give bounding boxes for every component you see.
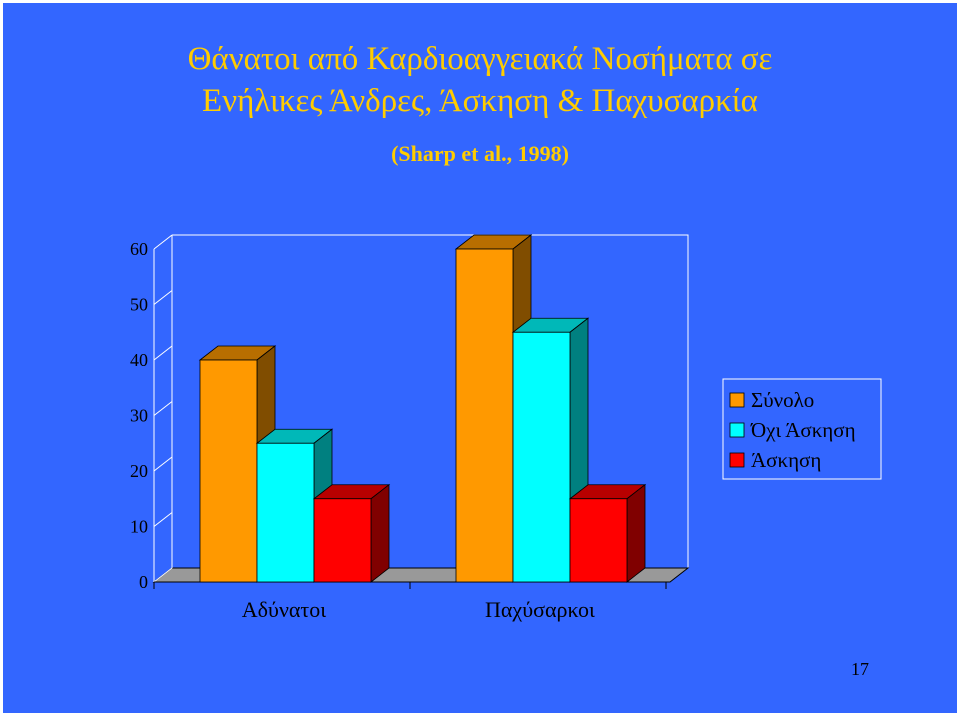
- y-tick-mark: [153, 456, 173, 472]
- slide-title-line2: Ενήλικες Άνδρες, Άσκηση & Παχυσαρκία: [202, 83, 758, 119]
- y-tick-mark: [153, 512, 173, 527]
- slide-title-line1: Θάνατοι από Καρδιοαγγειακά Νοσήματα σε: [187, 41, 773, 77]
- y-tick-mark: [153, 567, 173, 583]
- bar-side: [370, 483, 390, 583]
- y-tick-label: 50: [130, 295, 148, 315]
- legend-box: [722, 378, 882, 480]
- legend-label: Σύνολο: [751, 388, 814, 412]
- bar-front: [199, 359, 258, 583]
- legend-swatch: [729, 392, 745, 408]
- bar-2-3: [568, 483, 647, 583]
- bar-front: [256, 442, 315, 583]
- x-tick-label: Παχύσαρκοι: [485, 597, 595, 622]
- y-tick-label: 0: [139, 572, 148, 592]
- bar-side: [626, 483, 646, 583]
- legend-label: Όχι Άσκηση: [750, 418, 856, 442]
- y-tick-label: 40: [130, 350, 148, 370]
- x-tick-label: Αδύνατοι: [242, 597, 326, 622]
- legend-swatch: [729, 452, 745, 468]
- citation: (Sharp et al., 1998): [391, 141, 569, 166]
- y-tick-mark: [153, 401, 173, 416]
- slide: Θάνατοι από Καρδιοαγγειακά Νοσήματα σε Ε…: [3, 3, 957, 713]
- y-tick-label: 30: [130, 406, 148, 426]
- y-tick-label: 10: [130, 517, 148, 537]
- legend-label: Άσκηση: [751, 448, 821, 472]
- page-number: 17: [851, 659, 869, 679]
- bar-front: [313, 498, 372, 583]
- y-tick-mark: [153, 290, 173, 305]
- bar-front: [455, 248, 514, 583]
- legend-swatch: [729, 422, 745, 438]
- y-tick-label: 20: [130, 461, 148, 481]
- bar-front: [512, 331, 571, 583]
- bar-1-3: [312, 483, 391, 583]
- back-wall: [172, 234, 689, 568]
- bar-front: [569, 498, 628, 583]
- y-tick-mark: [153, 345, 173, 361]
- y-tick-mark: [153, 234, 173, 250]
- y-tick-label: 60: [130, 239, 148, 259]
